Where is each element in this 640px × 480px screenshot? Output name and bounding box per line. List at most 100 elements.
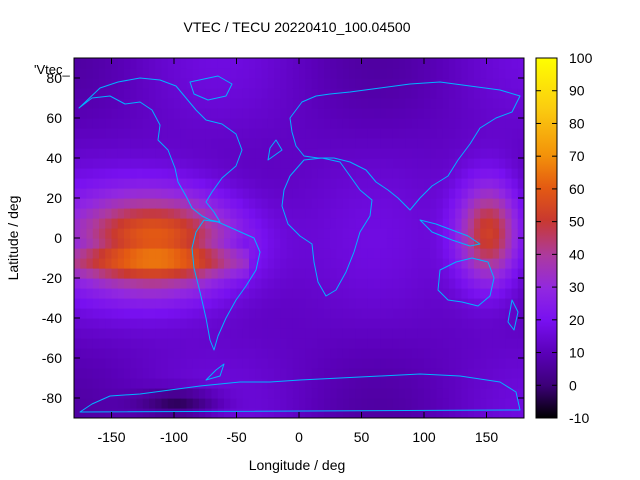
heatmap-cell bbox=[305, 188, 313, 199]
heatmap-cell bbox=[161, 78, 169, 89]
heatmap-cell bbox=[255, 248, 263, 259]
heatmap-cell bbox=[186, 398, 194, 409]
heatmap-cell bbox=[374, 198, 381, 209]
heatmap-cell bbox=[155, 238, 163, 249]
heatmap-cell bbox=[111, 198, 119, 209]
heatmap-cell bbox=[455, 288, 463, 299]
heatmap-cell bbox=[124, 248, 131, 259]
heatmap-cell bbox=[330, 78, 338, 89]
heatmap-cell bbox=[324, 268, 331, 279]
heatmap-cell bbox=[380, 288, 388, 299]
heatmap-cell bbox=[267, 128, 275, 139]
heatmap-cell bbox=[149, 408, 156, 418]
heatmap-cell bbox=[374, 228, 381, 239]
heatmap-cell bbox=[192, 178, 200, 189]
heatmap-cell bbox=[242, 398, 250, 409]
heatmap-cell bbox=[349, 238, 356, 249]
heatmap-cell bbox=[367, 118, 375, 129]
heatmap-cell bbox=[436, 68, 444, 79]
heatmap-cell bbox=[105, 78, 113, 89]
heatmap-cell bbox=[455, 148, 463, 159]
heatmap-cell bbox=[486, 228, 494, 239]
heatmap-cell bbox=[492, 398, 500, 409]
heatmap-cell bbox=[361, 338, 369, 349]
heatmap-cell bbox=[392, 168, 400, 179]
heatmap-cell bbox=[299, 168, 306, 179]
heatmap-cell bbox=[299, 238, 306, 249]
heatmap-cell bbox=[305, 408, 313, 418]
heatmap-cell bbox=[424, 138, 431, 149]
heatmap-cell bbox=[324, 368, 331, 379]
heatmap-cell bbox=[199, 208, 206, 219]
heatmap-cell bbox=[367, 128, 375, 139]
heatmap-cell bbox=[399, 298, 406, 309]
heatmap-cell bbox=[455, 88, 463, 99]
heatmap-cell bbox=[317, 368, 325, 379]
heatmap-cell bbox=[442, 188, 450, 199]
heatmap-cell bbox=[380, 248, 388, 259]
heatmap-cell bbox=[155, 158, 163, 169]
heatmap-cell bbox=[317, 398, 325, 409]
heatmap-cell bbox=[80, 398, 88, 409]
heatmap-cell bbox=[417, 318, 425, 329]
heatmap-cell bbox=[467, 318, 475, 329]
heatmap-cell bbox=[280, 238, 288, 249]
heatmap-cell bbox=[292, 268, 300, 279]
heatmap-cell bbox=[242, 138, 250, 149]
heatmap-cell bbox=[292, 378, 300, 389]
heatmap-cell bbox=[280, 68, 288, 79]
heatmap-cell bbox=[467, 128, 475, 139]
heatmap-cell bbox=[342, 128, 350, 139]
heatmap-cell bbox=[236, 118, 244, 129]
heatmap-cell bbox=[511, 258, 519, 269]
heatmap-cell bbox=[186, 328, 194, 339]
heatmap-cell bbox=[199, 108, 206, 119]
heatmap-cell bbox=[374, 218, 381, 229]
heatmap-cell bbox=[280, 218, 288, 229]
heatmap-cell bbox=[461, 278, 469, 289]
heatmap-cell bbox=[111, 288, 119, 299]
heatmap-cell bbox=[442, 158, 450, 169]
heatmap-cell bbox=[349, 128, 356, 139]
heatmap-cell bbox=[442, 108, 450, 119]
heatmap-cell bbox=[117, 398, 125, 409]
heatmap-cell bbox=[174, 88, 181, 99]
heatmap-cell bbox=[499, 128, 506, 139]
heatmap-cell bbox=[111, 178, 119, 189]
heatmap-cell bbox=[280, 168, 288, 179]
heatmap-cell bbox=[274, 58, 281, 69]
heatmap-cell bbox=[386, 238, 394, 249]
heatmap-cell bbox=[161, 218, 169, 229]
heatmap-cell bbox=[411, 198, 419, 209]
heatmap-cell bbox=[117, 178, 125, 189]
heatmap-cell bbox=[124, 378, 131, 389]
heatmap-cell bbox=[86, 68, 94, 79]
heatmap-cell bbox=[80, 128, 88, 139]
heatmap-cell bbox=[130, 278, 138, 289]
heatmap-cell bbox=[180, 158, 188, 169]
heatmap-cell bbox=[224, 98, 231, 109]
heatmap-cell bbox=[424, 348, 431, 359]
heatmap-cell bbox=[386, 118, 394, 129]
heatmap-cell bbox=[336, 128, 344, 139]
heatmap-cell bbox=[142, 368, 150, 379]
heatmap-cell bbox=[92, 378, 100, 389]
heatmap-cell bbox=[330, 278, 338, 289]
heatmap-cell bbox=[505, 228, 513, 239]
heatmap-cell bbox=[467, 258, 475, 269]
heatmap-cell bbox=[336, 168, 344, 179]
heatmap-cell bbox=[267, 68, 275, 79]
heatmap-cell bbox=[217, 98, 225, 109]
heatmap-cell bbox=[267, 308, 275, 319]
heatmap-cell bbox=[386, 138, 394, 149]
heatmap-cell bbox=[399, 198, 406, 209]
heatmap-cell bbox=[442, 218, 450, 229]
heatmap-cell bbox=[299, 158, 306, 169]
heatmap-cell bbox=[124, 88, 131, 99]
heatmap-cell bbox=[305, 368, 313, 379]
heatmap-cell bbox=[380, 328, 388, 339]
heatmap-cell bbox=[217, 168, 225, 179]
heatmap-cell bbox=[180, 378, 188, 389]
heatmap-cell bbox=[136, 298, 144, 309]
